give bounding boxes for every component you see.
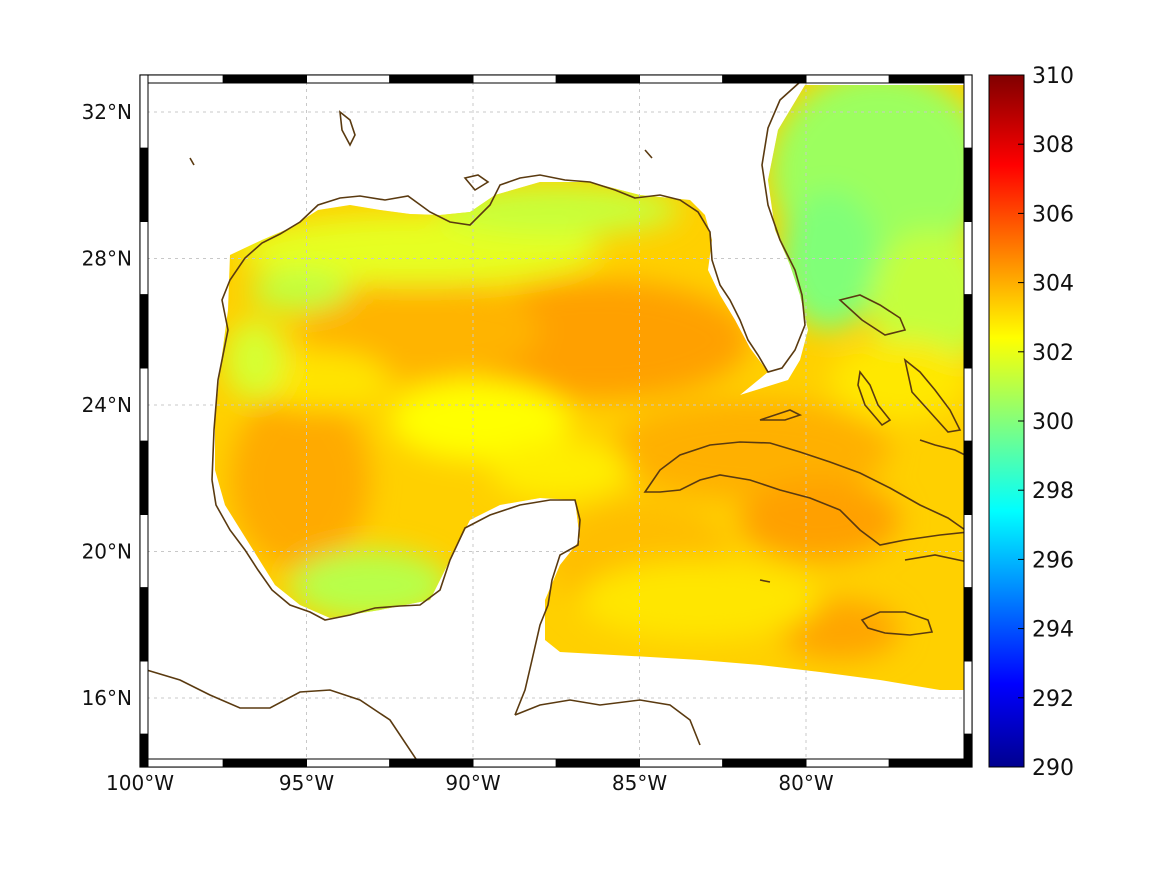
frame-segment-bottom — [805, 758, 890, 768]
frame-segment-top — [139, 74, 224, 84]
frame-segment-left — [139, 587, 149, 662]
frame-segment-bottom — [888, 758, 973, 768]
longitude-tick-label: 95°W — [279, 771, 334, 795]
cuba-coastline — [643, 441, 971, 546]
frame-segment-bottom — [306, 758, 391, 768]
frame-segment-top — [222, 74, 307, 84]
colorbar-tick-label: 306 — [1032, 202, 1074, 227]
southern-coastline — [139, 667, 421, 766]
colorbar-tick-label: 310 — [1032, 64, 1074, 89]
frame-segment-left — [139, 221, 149, 296]
frame-segment-top — [306, 74, 391, 84]
colorbar-tick-label: 298 — [1032, 479, 1074, 504]
frame-segment-bottom — [472, 758, 557, 768]
frame-segment-top — [555, 74, 640, 84]
colorbar-tick-label: 300 — [1032, 410, 1074, 435]
frame-segment-bottom — [139, 758, 224, 768]
frame-segment-left — [139, 733, 149, 768]
colorbar-tick-label: 296 — [1032, 548, 1074, 573]
frame-segment-left — [139, 294, 149, 369]
frame-segment-left — [139, 147, 149, 222]
frame-segment-left — [139, 514, 149, 589]
frame-segment-left — [139, 74, 149, 149]
frame-segment-left — [139, 660, 149, 735]
frame-segment-bottom — [722, 758, 807, 768]
colorbar-labels: 310 308 306 304 302 300 298 296 294 292 290 — [1018, 64, 1074, 781]
hispaniola-coastline — [904, 554, 969, 563]
latitude-tick-label: 32°N — [82, 100, 132, 124]
mexico-coastline — [211, 479, 581, 716]
latitude-labels: 16°N 20°N 24°N 28°N 32°N — [82, 100, 132, 710]
longitude-tick-label: 90°W — [445, 771, 500, 795]
frame-segment-right — [963, 440, 973, 515]
frame-segment-right — [963, 294, 973, 369]
frame-segment-top — [389, 74, 474, 84]
frame-segment-right — [963, 367, 973, 442]
bahamas-coastline — [838, 294, 907, 336]
colorbar-tick-label: 290 — [1032, 756, 1074, 781]
latitude-tick-label: 20°N — [82, 540, 132, 564]
map-frame — [139, 74, 973, 768]
us-gulf-coastline — [211, 75, 816, 481]
frame-segment-right — [963, 221, 973, 296]
frame-segment-top — [472, 74, 557, 84]
colorbar-tick-label: 308 — [1032, 133, 1074, 158]
frame-segment-right — [963, 587, 973, 662]
coastlines — [139, 75, 971, 766]
colorbar-tick-label: 294 — [1032, 618, 1074, 643]
frame-segment-top — [722, 74, 807, 84]
frame-segment-right — [963, 514, 973, 589]
frame-segment-bottom — [555, 758, 640, 768]
frame-segment-top — [888, 74, 973, 84]
latitude-tick-label: 16°N — [82, 686, 132, 710]
frame-segment-bottom — [389, 758, 474, 768]
longitude-tick-label: 80°W — [778, 771, 833, 795]
frame-segment-top — [639, 74, 724, 84]
graticule — [140, 75, 972, 767]
longitude-tick-label: 85°W — [612, 771, 667, 795]
frame-segment-top — [805, 74, 890, 84]
latitude-tick-label: 24°N — [82, 393, 132, 417]
frame-segment-right — [963, 660, 973, 735]
central-america-coastline — [514, 699, 701, 746]
frame-segment-right — [963, 733, 973, 768]
frame-segment-right — [963, 147, 973, 222]
colorbar-tick-label: 304 — [1032, 272, 1074, 297]
frame-segment-left — [139, 440, 149, 515]
longitude-labels: 100°W 95°W 90°W 85°W 80°W — [106, 771, 834, 795]
latitude-tick-label: 28°N — [82, 247, 132, 271]
colorbar-tick-label: 302 — [1032, 341, 1074, 366]
frame-segment-bottom — [222, 758, 307, 768]
longitude-tick-label: 100°W — [106, 771, 174, 795]
frame-segment-right — [963, 74, 973, 149]
colorbar-tick-label: 292 — [1032, 687, 1074, 712]
frame-segment-left — [139, 367, 149, 442]
jamaica-coastline — [860, 611, 934, 636]
frame-segment-bottom — [639, 758, 724, 768]
